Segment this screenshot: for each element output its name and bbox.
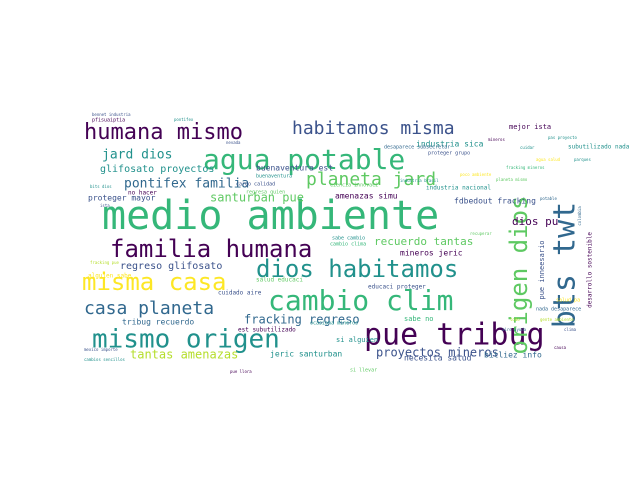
word-fracking-regreso: fracking regreso bbox=[244, 313, 360, 327]
word-gente-ambiente: gente ambiente bbox=[540, 317, 574, 322]
word-humana-mismo: humana mismo bbox=[84, 120, 243, 145]
word-mismo-origen: mismo origen bbox=[92, 325, 280, 355]
word-sabe-no: sabe no bbox=[404, 315, 434, 323]
word-pue-inneesario: pue inneesario bbox=[538, 240, 546, 299]
word-cambios-sencillos: cambios sencillos bbox=[84, 357, 126, 362]
word-buenaventura-est: buenaventura est bbox=[256, 164, 333, 173]
word-colombia: colombia bbox=[577, 206, 582, 226]
word-tribug-recuerdo: tribug recuerdo bbox=[122, 318, 194, 327]
word-jard-dios: jard dios bbox=[102, 148, 172, 163]
word-agua-salud: agua salud bbox=[536, 157, 561, 162]
word-planeta-mismo: planeta mismo bbox=[496, 177, 528, 182]
word-ista: ista bbox=[100, 203, 110, 208]
word-recuerdo-tantas: recuerdo tantas bbox=[374, 235, 473, 248]
word-planeta-jard: planeta jard bbox=[306, 169, 436, 190]
word-desarrollo-sostenible: desarrollo sostenible bbox=[587, 232, 594, 308]
word-dios-pu: dios pu bbox=[512, 215, 558, 228]
word-industria-brasil: industria brasil bbox=[400, 178, 439, 183]
word-medio-ambiente: medio ambiente bbox=[102, 193, 439, 239]
word-pontifex: pontifex bbox=[174, 117, 194, 122]
word-si-llevar: si llevar bbox=[350, 368, 377, 374]
word-dios-habitamos: dios habitamos bbox=[256, 255, 458, 283]
word-agua-potable: agua potable bbox=[203, 143, 405, 176]
word-alguien-sabe: alguien sabe bbox=[88, 273, 132, 280]
word-recuperar: recuperar bbox=[470, 231, 492, 236]
word-ciencia-innovaci: ciencia innovaci bbox=[330, 183, 378, 189]
word-est-subutilizado: est subutilizado bbox=[238, 327, 296, 334]
word-pfisuaiptia: pfisuaiptia bbox=[92, 118, 125, 124]
word-fdbedout-fracking: fdbedout fracking bbox=[454, 197, 536, 206]
word-bitliez-info: bitliez info bbox=[484, 351, 542, 360]
word-pue-tribug: pue tribug bbox=[364, 318, 545, 353]
word-origen-dios: origen dios bbox=[505, 196, 533, 355]
word-pontifex-familia: pontifex familia bbox=[124, 177, 249, 192]
word-nada-desaparece: nada desaparece bbox=[536, 307, 581, 313]
word-si-alguien: si alguien bbox=[336, 336, 378, 344]
word-subutilizado-nada: subutilizado nada bbox=[568, 144, 630, 151]
word-tantas-amenazas: tantas amenazas bbox=[130, 348, 238, 362]
word-mineros: mineros bbox=[488, 137, 505, 142]
word-poco-ambiente: poco ambiente bbox=[460, 172, 492, 177]
word-desaparece-subsecretar: desaparece subsecretar bbox=[384, 145, 450, 151]
word-fracking-mineros: fracking mineros bbox=[506, 165, 545, 170]
word-bits-dios: bits dios bbox=[90, 184, 112, 189]
word-glifosato-proyectos: glifosato proyectos bbox=[100, 164, 214, 175]
word-parques: parques bbox=[574, 157, 591, 162]
word-regreso-glifosato: regreso glifosato bbox=[120, 261, 222, 272]
word-industria-nacional: industria nacional bbox=[426, 185, 491, 192]
word-pas-proyecto: pas proyecto bbox=[548, 135, 577, 140]
word-clima: clima bbox=[564, 327, 577, 332]
word-casa-planeta: casa planeta bbox=[84, 298, 214, 319]
word-nevada: nevada bbox=[226, 140, 241, 145]
word-salud-educaci: salud educaci bbox=[256, 277, 303, 284]
word-mejor-ista: mejor ista bbox=[509, 123, 551, 131]
word-cuidar: cuidar bbox=[520, 145, 535, 150]
word-habitamos-misma: habitamos misma bbox=[292, 118, 455, 139]
word-cambio-clima: cambio clima bbox=[330, 242, 366, 248]
word-proteger-mayor: proteger mayor bbox=[88, 194, 156, 203]
word-potable: potable bbox=[540, 196, 557, 201]
word-familia-humana: familia humana bbox=[110, 235, 312, 263]
word-jeric-santurban: jeric santurban bbox=[270, 350, 342, 359]
word-proteger-grupo: proteger grupo bbox=[428, 151, 470, 157]
word-educaci-proteger: educaci proteger bbox=[368, 284, 426, 291]
word-cambio-clim: cambio clim bbox=[268, 284, 453, 317]
word-industria-sica: industria sica bbox=[416, 140, 484, 149]
word-todo: todo bbox=[510, 317, 520, 322]
word-cuidado-aire: cuidado aire bbox=[218, 290, 262, 297]
word-bts-twt: bts twt bbox=[548, 202, 583, 328]
word-bennet-industria: bennet industria bbox=[92, 112, 131, 117]
word-amenazas-simu: amenazas simu bbox=[335, 192, 398, 201]
word-ocasiona-mineros: ocasiona mineros bbox=[310, 321, 358, 327]
word-proyectos-mineros: proyectos mineros bbox=[376, 346, 499, 360]
word-pue-llora: pue llora bbox=[230, 369, 252, 374]
word-necesita-salud: necesita salud bbox=[404, 354, 472, 363]
word-causa: causa bbox=[554, 345, 567, 350]
word-buenaventura: buenaventura bbox=[256, 174, 292, 180]
word-aire-ayuda: aire ayuda bbox=[502, 327, 527, 332]
word-misma-casa: misma casa bbox=[82, 268, 227, 296]
word-mexico-importe: mexico importe bbox=[84, 347, 118, 352]
word-mineros-jeric: mineros jeric bbox=[400, 249, 463, 258]
word-santurban-pue: santurban pue bbox=[210, 191, 304, 205]
word-fracking-pue: fracking pue bbox=[90, 260, 119, 265]
word-regresa-quien: regresa quien bbox=[246, 190, 285, 196]
word-no-hacer: no hacer bbox=[128, 190, 157, 197]
word-cargo-calidad: cargo calidad bbox=[236, 182, 275, 188]
word-sabe-cambio: sabe cambio bbox=[332, 236, 365, 242]
word-salud-pa: salud pa bbox=[556, 298, 580, 304]
